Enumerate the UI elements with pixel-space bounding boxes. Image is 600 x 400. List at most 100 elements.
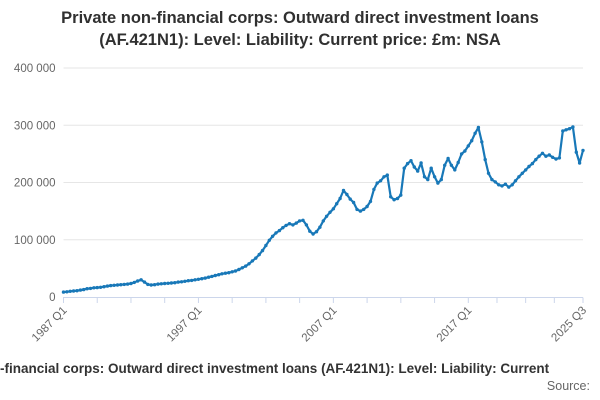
series-point [230,270,234,274]
series-point [297,219,302,223]
series-point [503,182,508,186]
series-point [247,262,251,266]
series-point [122,282,126,287]
series-point [338,196,342,201]
series-point [449,163,454,167]
series-point [277,228,282,233]
series-point [206,275,211,279]
series-point [358,209,363,213]
series-point [139,278,143,282]
series-point [213,273,217,278]
series-point [577,161,582,165]
series-point [318,225,322,229]
series-point [267,238,271,242]
series-line[interactable] [62,125,585,294]
series-point [540,151,545,155]
series-point [163,281,167,286]
series-point [314,230,319,234]
series-point [581,148,585,153]
series-point [372,187,376,192]
series-point [375,181,379,185]
series-point [557,156,562,160]
y-axis-label: 0 [49,292,55,304]
series-point [254,256,258,260]
series-point [115,283,120,287]
series-point [405,161,410,166]
series-point [422,175,427,179]
series-point [436,181,440,185]
y-axis-label: 100 000 [14,235,56,247]
series-point [179,280,184,284]
series-point [233,269,238,273]
series-point [399,193,403,197]
series-point [446,156,450,161]
series-point [402,166,406,170]
series-point [301,218,305,222]
series-point [119,283,123,287]
series-point [156,282,160,286]
series-point [416,169,420,173]
series-point [520,171,524,175]
series-point [564,128,568,132]
series-point [530,161,535,166]
series-point [169,281,174,285]
series-point [328,210,332,214]
series-point [146,282,150,287]
series-point [345,192,349,197]
series-point [291,223,295,227]
series-point [196,277,201,281]
series-point [517,175,521,179]
series-point [510,183,514,187]
series-point [324,214,329,218]
series-point [287,222,292,226]
series-point [392,198,396,202]
series-point [527,164,531,169]
series-point [85,287,89,291]
series-point [534,157,538,162]
series-point [284,223,288,228]
series-point [281,226,285,230]
series-point [473,131,477,135]
page-title-line-1: Private non-financial corps: Outward dir… [61,9,539,27]
series-point [567,127,572,131]
series-point [61,290,66,294]
series-point [264,243,268,248]
series-point [129,281,133,286]
series-point [183,279,187,283]
series-point [270,234,275,238]
series-point [389,195,393,199]
series-point [341,188,346,193]
series-point [547,153,551,157]
series-point [152,283,157,287]
series-point [308,229,312,233]
y-axis-label: 200 000 [14,178,56,190]
series-point [240,266,244,270]
series-point [335,202,339,206]
series-point [480,140,484,144]
series-point [92,286,96,290]
line-chart: 0 100 000 200 000 300 000 400 000 1987 Q1 1997… [14,63,589,345]
page-title: Private non-financial corps: Outward dir… [0,7,600,51]
series-point [466,144,470,148]
series-point [409,159,413,163]
series-point [82,287,86,292]
series-point [95,285,99,290]
series-point [456,160,460,165]
series-point [71,289,76,293]
series-point [497,183,501,187]
series-point [311,232,315,236]
series-point [112,283,116,287]
series-point [220,272,224,276]
x-axis-label: 1987 Q1 [30,305,70,345]
series-point [166,281,170,285]
series-point [459,152,464,156]
series-point [294,221,298,225]
series-point [550,155,555,159]
series-point [385,173,389,177]
series-point [453,168,457,172]
series-point [244,264,248,268]
page-title-line-2: (AF.421N1): Level: Liability: Current pr… [99,31,501,49]
series-point [355,207,359,212]
series-point [190,278,194,283]
series-point [419,161,423,165]
